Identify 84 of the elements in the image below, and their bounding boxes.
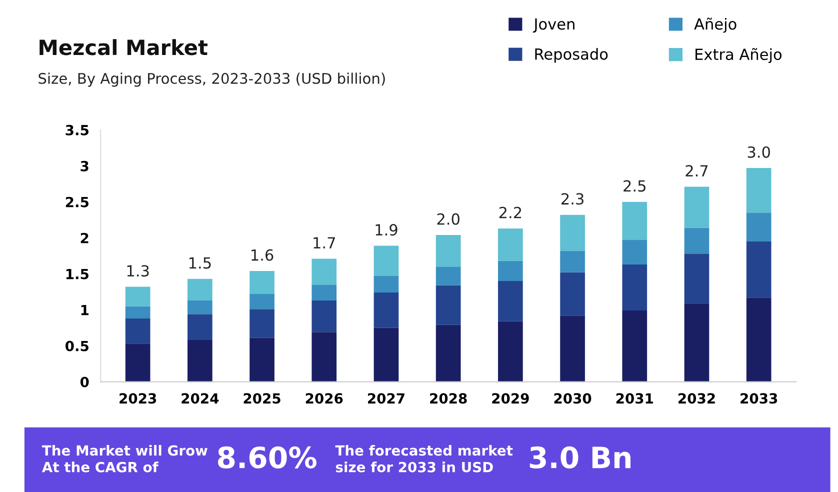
x-tick-label: 2024	[182, 393, 219, 404]
bar	[746, 168, 772, 213]
bar	[312, 300, 337, 332]
x-tick-label: 2030	[554, 393, 592, 404]
total-label: 2.7	[686, 165, 708, 176]
bar	[684, 254, 710, 304]
bar	[374, 246, 399, 276]
total-label: 2.2	[499, 206, 522, 218]
total-label: 2.3	[562, 193, 584, 205]
x-tick-label: 2029	[492, 393, 529, 404]
bar	[436, 324, 461, 382]
legend-label: Extra Añejo	[696, 48, 782, 64]
text: 8.60%	[218, 446, 316, 468]
bar	[622, 310, 648, 382]
text: The Market will Grow At the CAGR of	[42, 444, 208, 472]
y-tick-label: 1	[81, 304, 88, 316]
bar	[188, 314, 212, 340]
text: 3.0 Bn	[530, 446, 630, 468]
total-label: 1.5	[189, 257, 211, 269]
total-label: 2.0	[437, 213, 460, 225]
y-tick-label: 1.5	[66, 268, 88, 280]
legend-label: Añejo	[694, 18, 736, 33]
total-label: 1.6	[252, 249, 274, 261]
bar	[622, 202, 648, 240]
bar	[622, 240, 648, 264]
bar	[746, 241, 772, 298]
x-tick-label: 2032	[678, 393, 715, 404]
bar	[250, 270, 274, 294]
bar	[560, 272, 585, 316]
bar	[312, 258, 337, 285]
bar	[250, 294, 274, 310]
bar	[436, 285, 461, 325]
bar	[498, 281, 523, 322]
total-label: 3.0	[748, 146, 770, 158]
bar	[498, 260, 523, 282]
bar	[560, 316, 585, 382]
bar	[684, 186, 710, 228]
bar	[746, 298, 772, 382]
y-tick-label: 3	[80, 160, 88, 172]
bar	[498, 321, 523, 382]
x-tick-label: 2028	[430, 393, 467, 404]
bar	[188, 278, 212, 300]
bar	[250, 338, 274, 382]
bar	[312, 332, 337, 382]
bar	[188, 300, 212, 314]
bar	[622, 264, 648, 311]
x-tick-label: 2026	[306, 393, 343, 404]
bar	[374, 328, 399, 382]
chart-title: Mezcal Market	[40, 39, 208, 56]
y-tick-label: 2.5	[66, 196, 88, 208]
y-tick-label: 0	[80, 376, 89, 388]
y-tick-label: 0.5	[66, 340, 88, 352]
bar	[312, 284, 337, 300]
chart-subtitle: Size, By Aging Process, 2023-2033 (USD billion)	[38, 72, 385, 87]
total-label: 2.5	[624, 180, 646, 192]
bar	[498, 228, 523, 261]
bar	[436, 266, 461, 286]
total-label: 1.3	[127, 265, 149, 277]
bar	[560, 250, 585, 272]
bar	[125, 286, 150, 306]
total-label: 1.9	[376, 224, 398, 236]
legend-label: Joven	[532, 18, 574, 33]
bar	[746, 212, 772, 242]
bar	[560, 214, 585, 251]
x-tick-label: 2025	[244, 393, 280, 404]
bar	[436, 234, 461, 267]
bar	[374, 292, 399, 328]
bar	[125, 318, 150, 344]
bar	[374, 276, 399, 293]
y-tick-label: 3.5	[66, 124, 88, 136]
bar	[684, 228, 710, 254]
x-tick-label: 2027	[368, 393, 404, 404]
bar	[684, 304, 710, 382]
bar	[125, 344, 150, 382]
x-tick-label: 2023	[120, 393, 156, 404]
total-label: 1.7	[314, 237, 335, 248]
legend-label: Reposado	[535, 48, 608, 63]
text: The forecasted market size for 2033 in USD	[335, 444, 513, 472]
x-tick-label: 2031	[616, 393, 654, 404]
bar	[125, 306, 150, 318]
y-tick-label: 2	[80, 232, 88, 244]
x-tick-label: 2033	[740, 393, 778, 404]
bar	[250, 309, 274, 338]
bar	[188, 340, 212, 382]
